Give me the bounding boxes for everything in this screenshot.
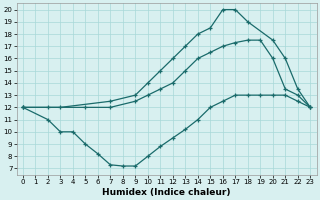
X-axis label: Humidex (Indice chaleur): Humidex (Indice chaleur) [102,188,231,197]
